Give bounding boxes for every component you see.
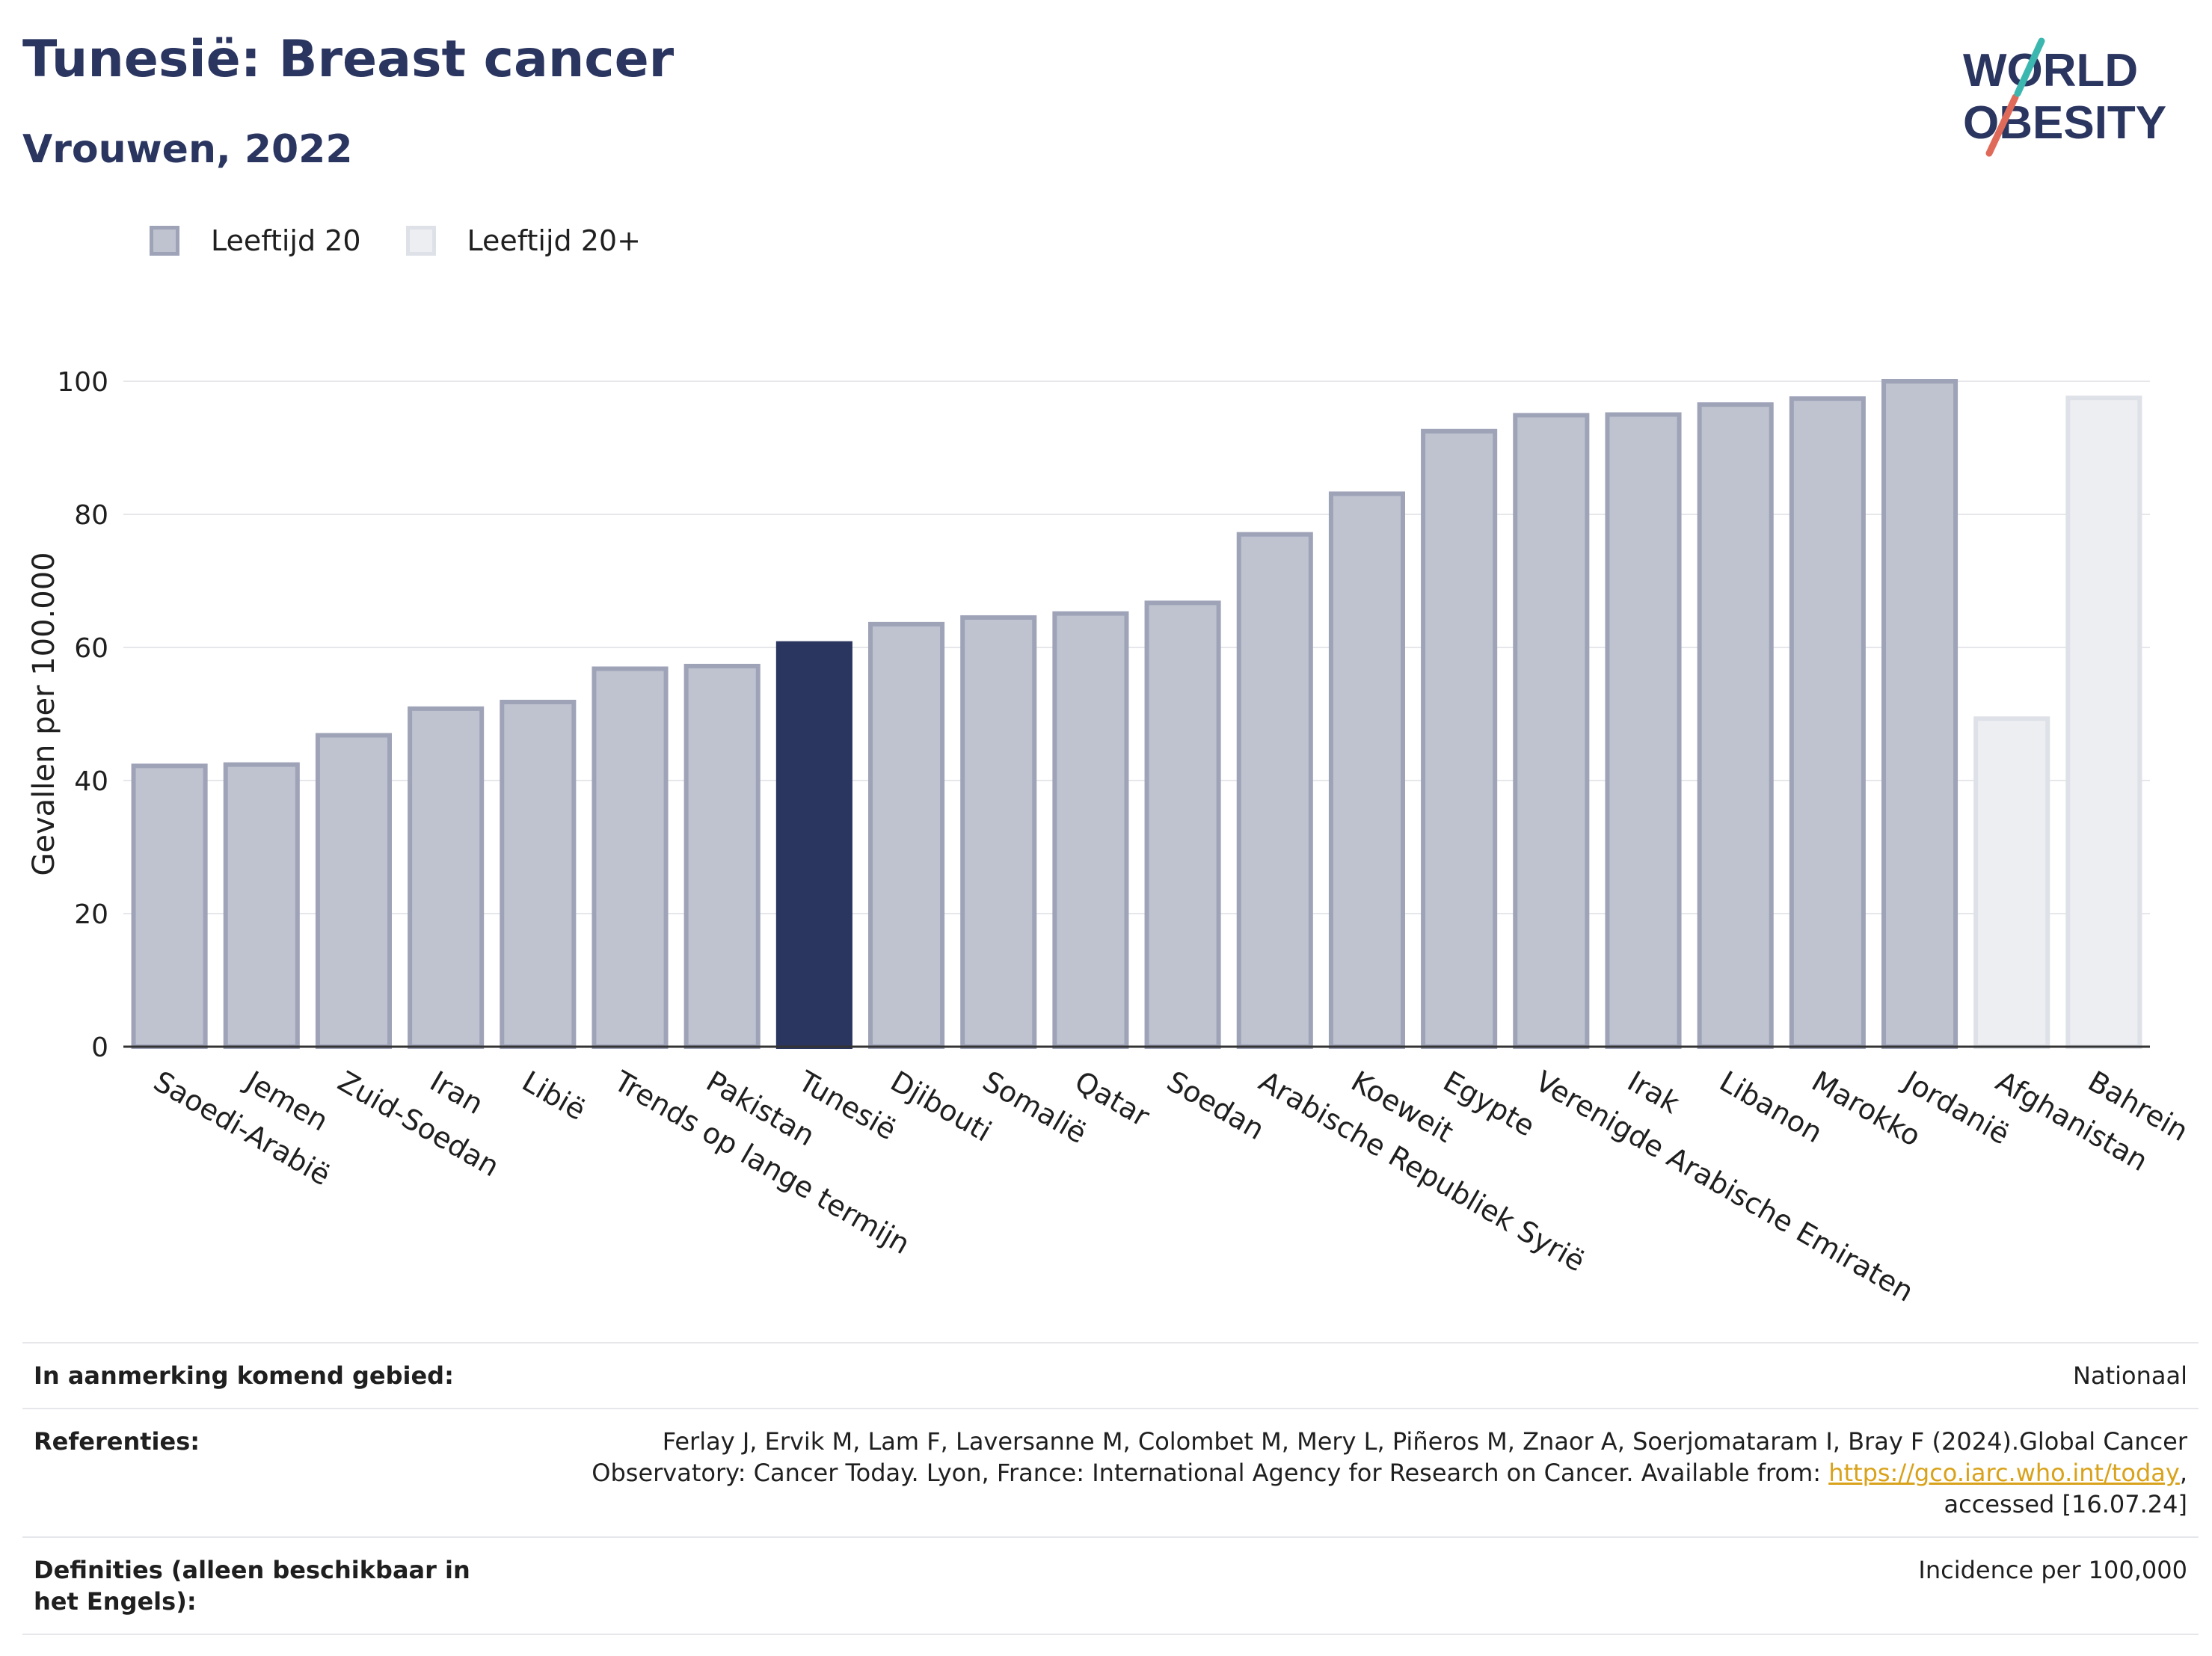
bar [1052,611,1129,1049]
x-tick-label: Libië [517,1065,592,1127]
bar [315,733,392,1049]
x-tick-label: Djibouti [885,1065,998,1148]
references-link[interactable]: https://gco.iarc.who.int/today [1828,1459,2180,1487]
legend-label-age-20: Leeftijd 20 [211,224,361,257]
bar [868,621,945,1050]
bar [408,706,485,1049]
y-tick-label: 20 [74,899,108,930]
y-tick-label: 40 [74,766,108,797]
legend-item-age-20-plus[interactable]: Leeftijd 20+ [405,224,641,257]
footer-row-references: Referenties: Ferlay J, Ervik M, Lam F, L… [22,1408,2199,1536]
bar [775,641,852,1050]
x-tick-label: Libanon [1714,1065,1828,1149]
bar [1789,396,1866,1049]
x-tick-label: Egypte [1438,1065,1540,1143]
definitions-value: Incidence per 100,000 [1918,1556,2187,1584]
chart-title: Tunesië: Breast cancer [22,30,675,89]
x-tick-label: Irak [1622,1065,1685,1120]
y-axis-label: Gevallen per 100.000 [27,552,61,875]
legend-swatch-age-20-plus [405,226,436,256]
references-tail: , accessed [16.07.24] [1944,1459,2187,1518]
y-tick-label: 100 [57,367,108,398]
footer-row-definitions: Definities (alleen beschikbaar in het En… [22,1536,2199,1635]
references-label: Referenties: [34,1427,200,1456]
x-tick-label: Iran [425,1065,489,1121]
bar [1144,600,1221,1049]
x-tick-label: Zuid-Soedan [332,1065,504,1183]
x-tick-label: Somalië [977,1065,1093,1150]
legend-item-age-20[interactable]: Leeftijd 20 [150,224,361,257]
bar [500,699,577,1049]
definitions-label: Definities (alleen beschikbaar in het En… [34,1556,470,1616]
bar [1328,491,1405,1050]
world-obesity-logo: WORLD OBESITY [1963,37,2166,157]
chart-subtitle: Vrouwen, 2022 [22,127,353,172]
bar [592,666,669,1049]
bar [131,763,208,1049]
bar [960,615,1037,1049]
bar [2065,395,2142,1049]
y-tick-label: 0 [91,1032,108,1063]
references-text: Ferlay J, Ervik M, Lam F, Laversanne M, … [542,1426,2187,1520]
logo-word-world: WORLD [1963,45,2138,96]
chart-legend: Leeftijd 20 Leeftijd 20+ [150,224,686,257]
x-tick-label: Soedan [1161,1065,1270,1146]
y-tick-label: 80 [74,500,108,531]
bar [1881,379,1958,1049]
references-body: Ferlay J, Ervik M, Lam F, Laversanne M, … [592,1427,2187,1487]
legend-label-age-20-plus: Leeftijd 20+ [467,224,641,257]
chart-footer: In aanmerking komend gebied: Nationaal R… [22,1342,2199,1635]
bar [1236,532,1313,1049]
y-tick-label: 60 [74,633,108,664]
bar [1513,413,1590,1049]
area-label: In aanmerking komend gebied: [34,1361,454,1390]
bar [223,762,300,1049]
bar [1973,716,2050,1049]
footer-row-area: In aanmerking komend gebied: Nationaal [22,1342,2199,1408]
area-value: Nationaal [2073,1361,2187,1390]
legend-swatch-age-20 [150,226,179,256]
bar [1605,412,1682,1049]
bar [683,663,761,1049]
bar [1421,428,1498,1049]
bar [1697,402,1774,1049]
